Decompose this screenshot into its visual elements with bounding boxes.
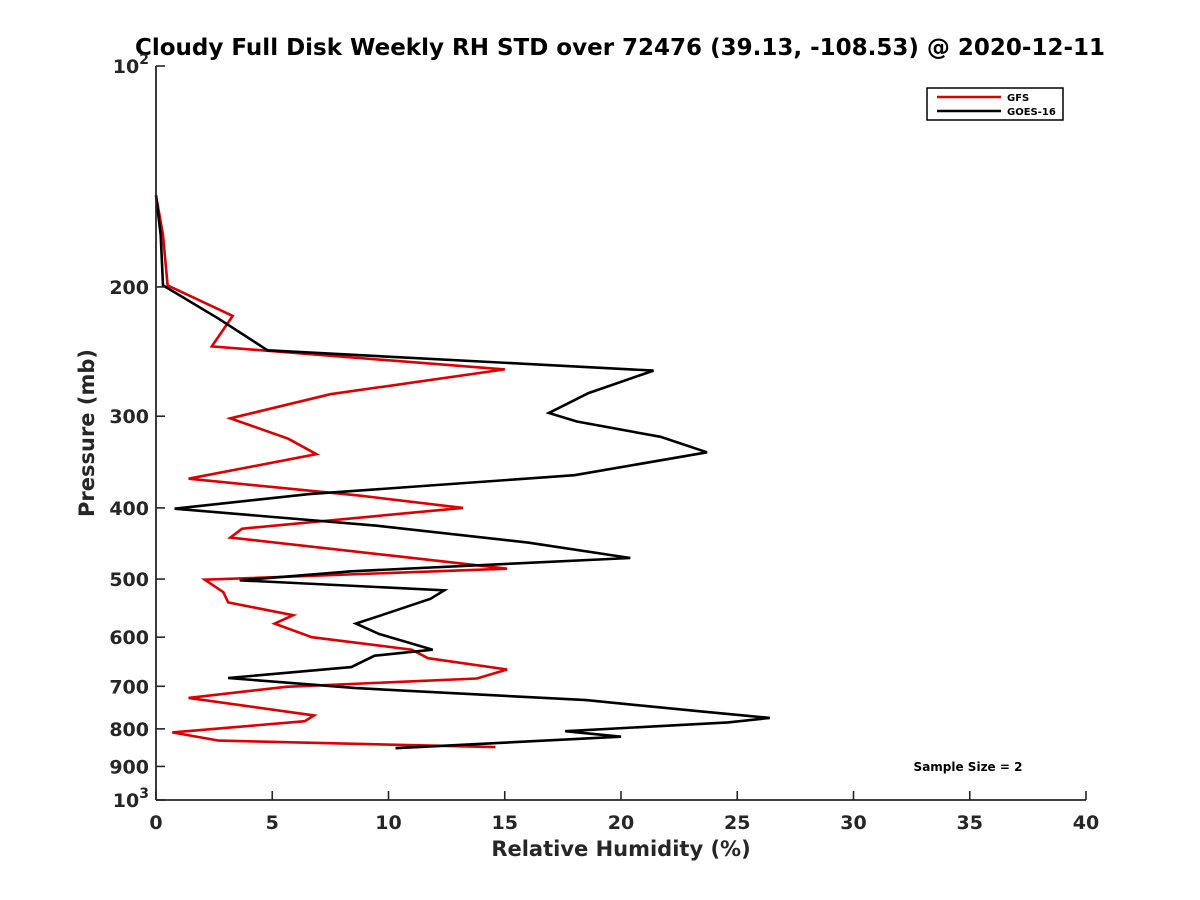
y-axis-ticks: 102 200 300 400 500 600 700 800 900 103 — [109, 52, 165, 812]
x-tick-label: 10 — [375, 812, 401, 834]
series-line-goes-16 — [154, 195, 770, 750]
y-tick-label: 400 — [109, 498, 149, 520]
x-axis-ticks: 0 5 10 15 20 25 30 35 40 — [149, 791, 1099, 834]
y-tick-label: 300 — [109, 406, 149, 428]
y-axis-label: Pressure (mb) — [75, 349, 99, 517]
x-tick-label: 20 — [608, 812, 634, 834]
x-tick-label: 30 — [840, 812, 866, 834]
x-tick-label: 35 — [957, 812, 983, 834]
legend-label-gfs: GFS — [1007, 93, 1029, 104]
y-tick-label: 900 — [109, 756, 149, 778]
y-tick-label: 500 — [109, 569, 149, 591]
legend-label-goes16: GOES-16 — [1007, 107, 1056, 118]
series-line-gfs — [154, 195, 508, 749]
x-tick-label: 0 — [149, 812, 162, 834]
x-axis-label: Relative Humidity (%) — [491, 837, 750, 861]
x-tick-label: 15 — [492, 812, 518, 834]
y-tick-label: 700 — [109, 676, 149, 698]
y-tick-label: 200 — [109, 277, 149, 299]
y-tick-label: 103 — [113, 786, 149, 812]
y-tick-label: 102 — [113, 52, 149, 78]
legend-box — [926, 87, 1064, 121]
x-tick-label: 5 — [266, 812, 279, 834]
chart-title: Cloudy Full Disk Weekly RH STD over 7247… — [135, 35, 1105, 61]
y-tick-label: 600 — [109, 627, 149, 649]
y-tick-label: 800 — [109, 719, 149, 741]
x-tick-label: 40 — [1073, 812, 1099, 834]
sample-size-annotation: Sample Size = 2 — [914, 760, 1023, 774]
x-tick-label: 25 — [724, 812, 750, 834]
legend: GFS GOES-16 — [926, 87, 1064, 121]
plot-lines — [154, 195, 770, 750]
